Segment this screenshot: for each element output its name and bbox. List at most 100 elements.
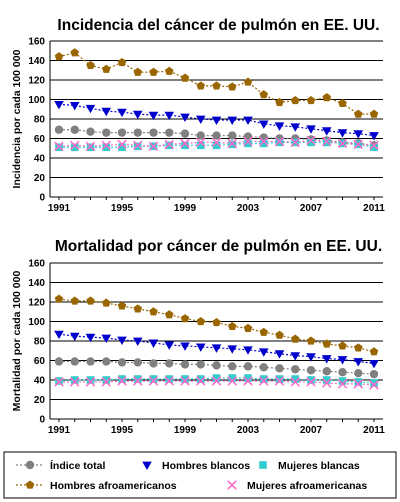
data-point-hombres-afroamericanos <box>353 109 363 118</box>
legend-label-hombres-afroamericanos: Hombres afroamericanos <box>50 480 177 492</box>
y-tick-label: 160 <box>28 259 45 270</box>
data-point-hombres-afroamericanos <box>149 67 158 76</box>
data-point-mujeres-afroamericanas <box>274 136 285 147</box>
data-point-indice-total <box>196 131 205 140</box>
data-point-hombres-blancos <box>290 123 301 132</box>
data-point-indice-total <box>133 358 142 367</box>
data-point-indice-total <box>322 367 331 376</box>
data-point-mujeres-blancas <box>370 143 378 152</box>
data-point-mujeres-afroamericanas <box>290 377 300 387</box>
data-point-hombres-afroamericanos <box>212 81 221 90</box>
data-point-hombres-blancos <box>258 348 269 357</box>
data-point-mujeres-afroamericanas <box>164 139 174 150</box>
data-point-indice-total <box>180 129 190 138</box>
data-point-hombres-blancos <box>69 332 80 342</box>
chart-title: Mortalidad por cáncer de pulmón en EE. U… <box>55 238 382 255</box>
data-point-hombres-blancos <box>353 130 364 139</box>
data-point-hombres-afroamericanos <box>227 82 237 91</box>
legend-marker-mujeres-afroamericanas <box>227 480 237 490</box>
data-point-hombres-afroamericanos <box>196 317 206 326</box>
data-point-hombres-blancos <box>54 330 64 340</box>
data-point-hombres-afroamericanos <box>180 73 190 82</box>
data-point-hombres-afroamericanos <box>101 298 111 307</box>
data-point-hombres-blancos <box>54 100 64 110</box>
data-point-hombres-blancos <box>101 334 112 344</box>
data-point-mujeres-afroamericanas <box>148 376 159 386</box>
data-point-hombres-afroamericanos <box>164 310 174 319</box>
data-point-mujeres-afroamericanas <box>85 377 96 387</box>
data-point-mujeres-afroamericanas <box>353 379 363 389</box>
legend-box <box>3 451 397 499</box>
data-point-hombres-afroamericanos <box>353 343 363 352</box>
data-point-mujeres-afroamericanas <box>180 376 190 386</box>
data-point-hombres-blancos <box>258 120 269 129</box>
y-axis-label: Incidencia por cada 100 000 <box>11 49 23 188</box>
chart-title: Incidencia del cáncer de pulmón en EE. U… <box>57 17 379 34</box>
data-point-mujeres-blancas <box>244 139 252 148</box>
data-point-indice-total <box>54 357 64 366</box>
data-point-indice-total <box>196 360 205 369</box>
y-tick-label: 40 <box>34 154 46 165</box>
data-point-mujeres-afroamericanas <box>227 376 237 386</box>
data-point-indice-total <box>228 362 237 371</box>
data-point-mujeres-afroamericanas <box>290 137 300 148</box>
data-point-hombres-afroamericanos <box>54 294 64 303</box>
data-point-indice-total <box>259 363 268 372</box>
data-point-mujeres-blancas <box>212 141 221 150</box>
data-point-indice-total <box>291 365 300 374</box>
y-tick-label: 120 <box>28 76 45 87</box>
data-point-hombres-afroamericanos <box>259 90 269 99</box>
data-point-mujeres-blancas <box>322 376 331 384</box>
data-point-mujeres-afroamericanas <box>117 376 127 386</box>
data-point-mujeres-afroamericanas <box>353 139 363 150</box>
data-point-hombres-blancos <box>211 116 222 125</box>
data-point-mujeres-blancas <box>70 376 79 384</box>
data-point-hombres-blancos <box>227 116 238 125</box>
data-point-mujeres-afroamericanas <box>259 136 269 147</box>
data-point-hombres-blancos <box>164 341 175 350</box>
data-point-hombres-afroamericanos <box>275 97 284 107</box>
y-tick-label: 100 <box>28 95 45 106</box>
data-point-mujeres-afroamericanas <box>85 141 96 152</box>
data-point-hombres-afroamericanos <box>290 95 300 105</box>
data-point-hombres-blancos <box>117 108 127 118</box>
chart-mortality: Mortalidad por cáncer de pulmón en EE. U… <box>11 238 385 436</box>
data-point-mujeres-blancas <box>212 374 221 382</box>
data-point-mujeres-blancas <box>102 143 111 152</box>
y-tick-label: 0 <box>39 193 45 204</box>
data-point-hombres-afroamericanos <box>369 109 379 118</box>
data-point-mujeres-blancas <box>259 375 268 383</box>
data-point-mujeres-blancas <box>165 375 174 383</box>
data-point-hombres-afroamericanos <box>117 301 127 310</box>
data-point-hombres-afroamericanos <box>322 93 332 102</box>
data-point-mujeres-afroamericanas <box>133 376 143 386</box>
y-tick-label: 60 <box>34 134 46 145</box>
data-point-mujeres-blancas <box>291 375 300 383</box>
data-point-hombres-afroamericanos <box>290 334 300 343</box>
data-point-mujeres-afroamericanas <box>211 376 222 386</box>
data-point-hombres-afroamericanos <box>164 66 174 75</box>
data-point-mujeres-afroamericanas <box>243 376 253 386</box>
legend-marker-indice-total <box>25 460 35 470</box>
x-tick-label: 1991 <box>48 425 71 436</box>
data-point-hombres-afroamericanos <box>243 77 253 86</box>
data-point-mujeres-blancas <box>275 375 284 383</box>
data-point-indice-total <box>133 128 142 137</box>
x-tick-label: 1995 <box>111 425 134 436</box>
data-point-indice-total <box>70 125 79 134</box>
data-point-indice-total <box>338 368 347 377</box>
data-point-indice-total <box>369 369 379 379</box>
x-tick-label: 2007 <box>300 203 323 214</box>
data-point-hombres-blancos <box>274 350 285 359</box>
data-point-mujeres-afroamericanas <box>322 136 332 147</box>
data-point-mujeres-afroamericanas <box>306 135 316 146</box>
y-tick-label: 20 <box>34 395 46 406</box>
data-point-mujeres-afroamericanas <box>101 140 111 151</box>
x-tick-label: 2011 <box>363 425 385 436</box>
data-point-mujeres-afroamericanas <box>148 141 159 152</box>
data-point-indice-total <box>149 128 158 137</box>
data-point-hombres-blancos <box>211 344 222 353</box>
legend-marker-hombres-afroamericanos <box>25 480 35 489</box>
data-point-hombres-blancos <box>321 127 332 136</box>
data-point-hombres-afroamericanos <box>338 98 347 108</box>
